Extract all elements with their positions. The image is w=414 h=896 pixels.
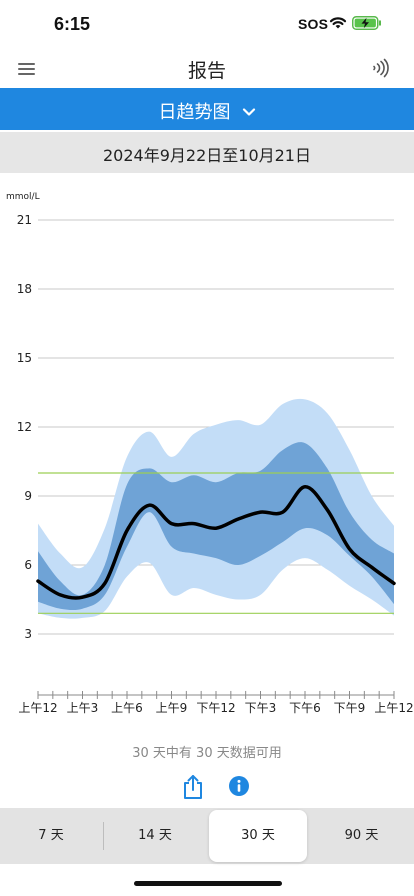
tab-divider [103,822,104,850]
inner-percentile-band [38,442,394,611]
tab-14-days[interactable]: 14 天 [138,828,172,843]
date-range-bar: 2024年9月22日至10月21日 [0,132,414,173]
status-time: 6:15 [54,14,91,34]
y-tick-label: 9 [24,489,32,503]
date-range: 2024年9月22日至10月21日 [103,146,311,165]
nav-bar: 报告 [0,48,414,88]
x-tick-label: 上午12 [374,701,413,715]
median-line [36,485,396,600]
y-tick-label: 12 [17,420,32,434]
wifi-icon [329,17,347,29]
x-tick-label: 上午3 [67,701,99,715]
x-tick-label: 上午9 [156,701,188,715]
status-bar: 6:15 SOS [0,0,414,48]
x-tick-label: 下午6 [289,701,321,715]
x-tick-label: 下午12 [196,701,235,715]
nfc-scan-icon[interactable] [371,58,391,78]
report-type-label: 日趋势图 [158,102,231,123]
tab-90-days[interactable]: 90 天 [344,828,379,843]
chevron-down-icon [242,108,255,116]
y-tick-label: 18 [17,282,32,296]
y-tick-label: 6 [24,558,32,572]
menu-icon[interactable] [18,61,36,77]
data-availability-text: 30 天中有 30 天数据可用 [132,746,282,761]
y-tick-label: 3 [24,627,32,641]
x-tick-label: 下午9 [334,701,366,715]
y-tick-label: 21 [17,213,32,227]
x-tick-label: 上午12 [18,701,57,715]
sos-indicator: SOS [298,16,329,32]
share-icon[interactable] [183,774,203,800]
daily-patterns-chart: 3 6 9 12 15 18 21 上午12 上午3 上午6 上午9 下午12 下午3 下午6 下午9 上午1… [17,213,414,715]
home-indicator [134,881,282,886]
x-tick-label: 上午6 [111,701,143,715]
y-tick-label: 15 [17,351,32,365]
info-icon[interactable] [229,776,249,796]
battery-charging-icon [352,16,381,30]
y-axis-unit: mmol/L [6,192,40,202]
tab-30-days[interactable]: 30 天 [209,810,307,862]
range-tabs: 7 天 14 天 30 天 90 天 [0,808,414,864]
page-title: 报告 [187,60,226,82]
report-type-selector[interactable]: 日趋势图 [0,88,414,130]
x-tick-label: 下午3 [245,701,277,715]
tab-7-days[interactable]: 7 天 [38,828,64,843]
